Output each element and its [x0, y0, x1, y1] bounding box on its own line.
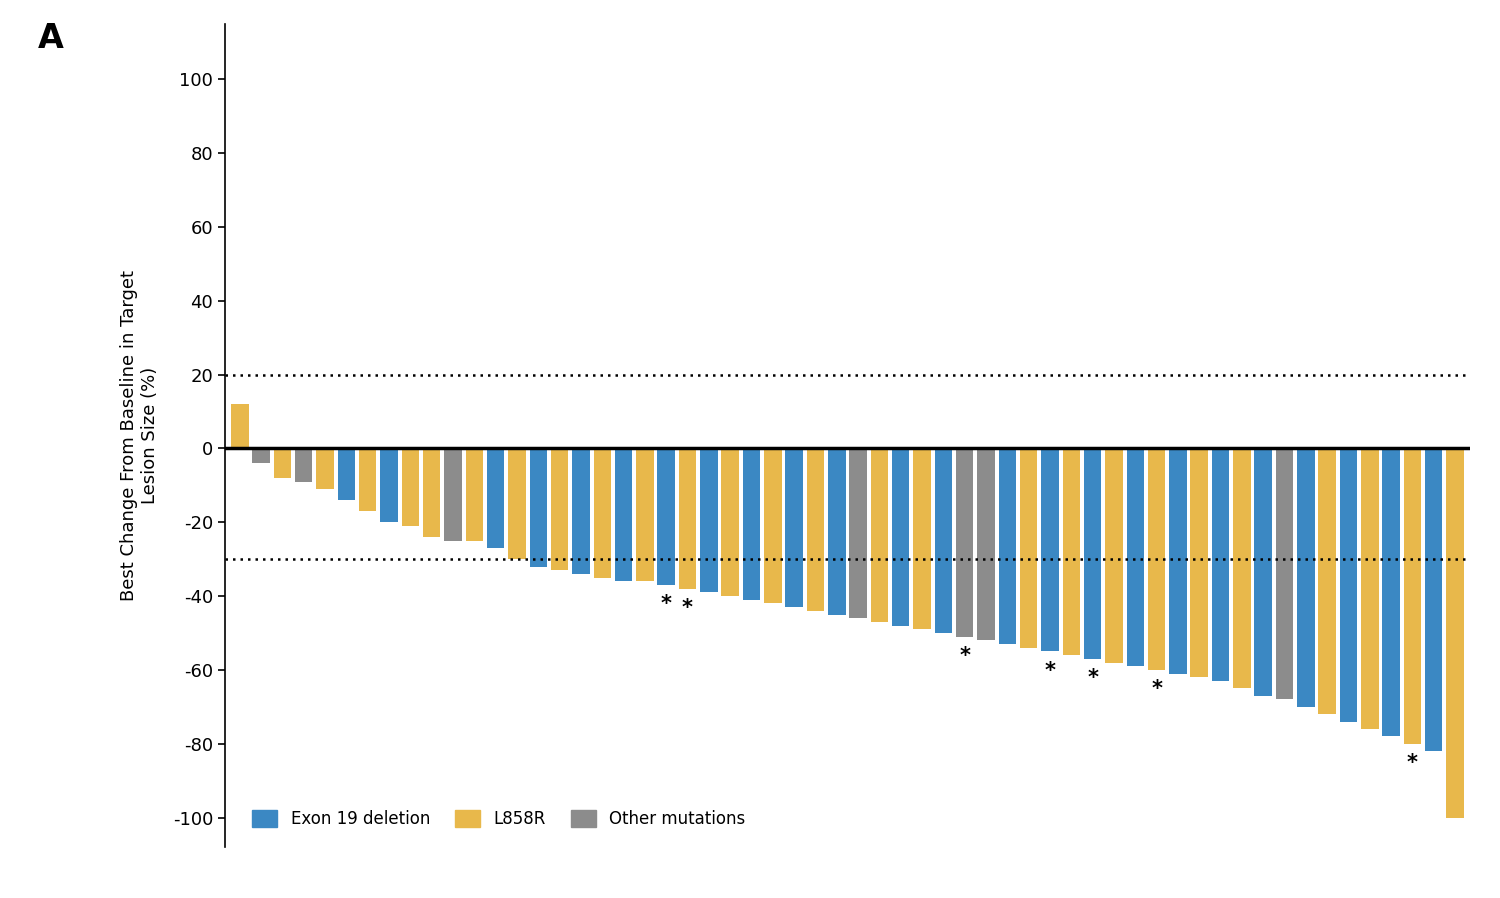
- Text: *: *: [682, 598, 693, 618]
- Bar: [828, 448, 846, 614]
- Bar: [231, 404, 249, 448]
- Bar: [594, 448, 610, 577]
- Bar: [1168, 448, 1186, 674]
- Bar: [1148, 448, 1166, 670]
- Bar: [381, 448, 398, 523]
- Bar: [1106, 448, 1122, 663]
- Bar: [1191, 448, 1208, 677]
- Bar: [572, 448, 590, 574]
- Bar: [444, 448, 462, 541]
- Bar: [700, 448, 717, 593]
- Bar: [999, 448, 1016, 644]
- Bar: [1446, 448, 1464, 817]
- Text: *: *: [1044, 661, 1056, 681]
- Bar: [849, 448, 867, 618]
- Bar: [296, 448, 312, 481]
- Text: *: *: [1150, 679, 1162, 700]
- Bar: [914, 448, 932, 629]
- Bar: [870, 448, 888, 622]
- Bar: [509, 448, 525, 559]
- Bar: [423, 448, 441, 537]
- Bar: [338, 448, 356, 500]
- Bar: [252, 448, 270, 463]
- Text: *: *: [1407, 753, 1418, 773]
- Bar: [1383, 448, 1400, 736]
- Text: A: A: [38, 22, 63, 56]
- Bar: [1233, 448, 1251, 689]
- Bar: [680, 448, 696, 589]
- Bar: [1425, 448, 1443, 751]
- Text: *: *: [660, 594, 672, 614]
- Bar: [550, 448, 568, 570]
- Bar: [657, 448, 675, 585]
- Y-axis label: Best Change From Baseline in Target
Lesion Size (%): Best Change From Baseline in Target Lesi…: [120, 270, 159, 601]
- Bar: [1212, 448, 1230, 681]
- Bar: [530, 448, 548, 567]
- Bar: [1276, 448, 1293, 700]
- Bar: [1126, 448, 1144, 666]
- Bar: [742, 448, 760, 600]
- Bar: [1298, 448, 1314, 707]
- Bar: [892, 448, 909, 626]
- Bar: [402, 448, 418, 526]
- Bar: [1254, 448, 1272, 696]
- Legend: Exon 19 deletion, L858R, Other mutations: Exon 19 deletion, L858R, Other mutations: [246, 803, 752, 834]
- Bar: [273, 448, 291, 478]
- Bar: [978, 448, 994, 640]
- Bar: [358, 448, 376, 511]
- Bar: [1084, 448, 1101, 659]
- Bar: [1360, 448, 1378, 729]
- Bar: [1318, 448, 1336, 714]
- Bar: [807, 448, 824, 611]
- Bar: [316, 448, 334, 489]
- Bar: [786, 448, 802, 607]
- Text: *: *: [958, 646, 970, 666]
- Bar: [722, 448, 740, 596]
- Bar: [1340, 448, 1358, 722]
- Bar: [1020, 448, 1038, 647]
- Bar: [934, 448, 952, 633]
- Bar: [956, 448, 974, 637]
- Bar: [615, 448, 633, 581]
- Text: *: *: [1088, 668, 1098, 688]
- Bar: [488, 448, 504, 548]
- Bar: [465, 448, 483, 541]
- Bar: [1404, 448, 1420, 744]
- Bar: [764, 448, 782, 603]
- Bar: [636, 448, 654, 581]
- Bar: [1062, 448, 1080, 656]
- Bar: [1041, 448, 1059, 651]
